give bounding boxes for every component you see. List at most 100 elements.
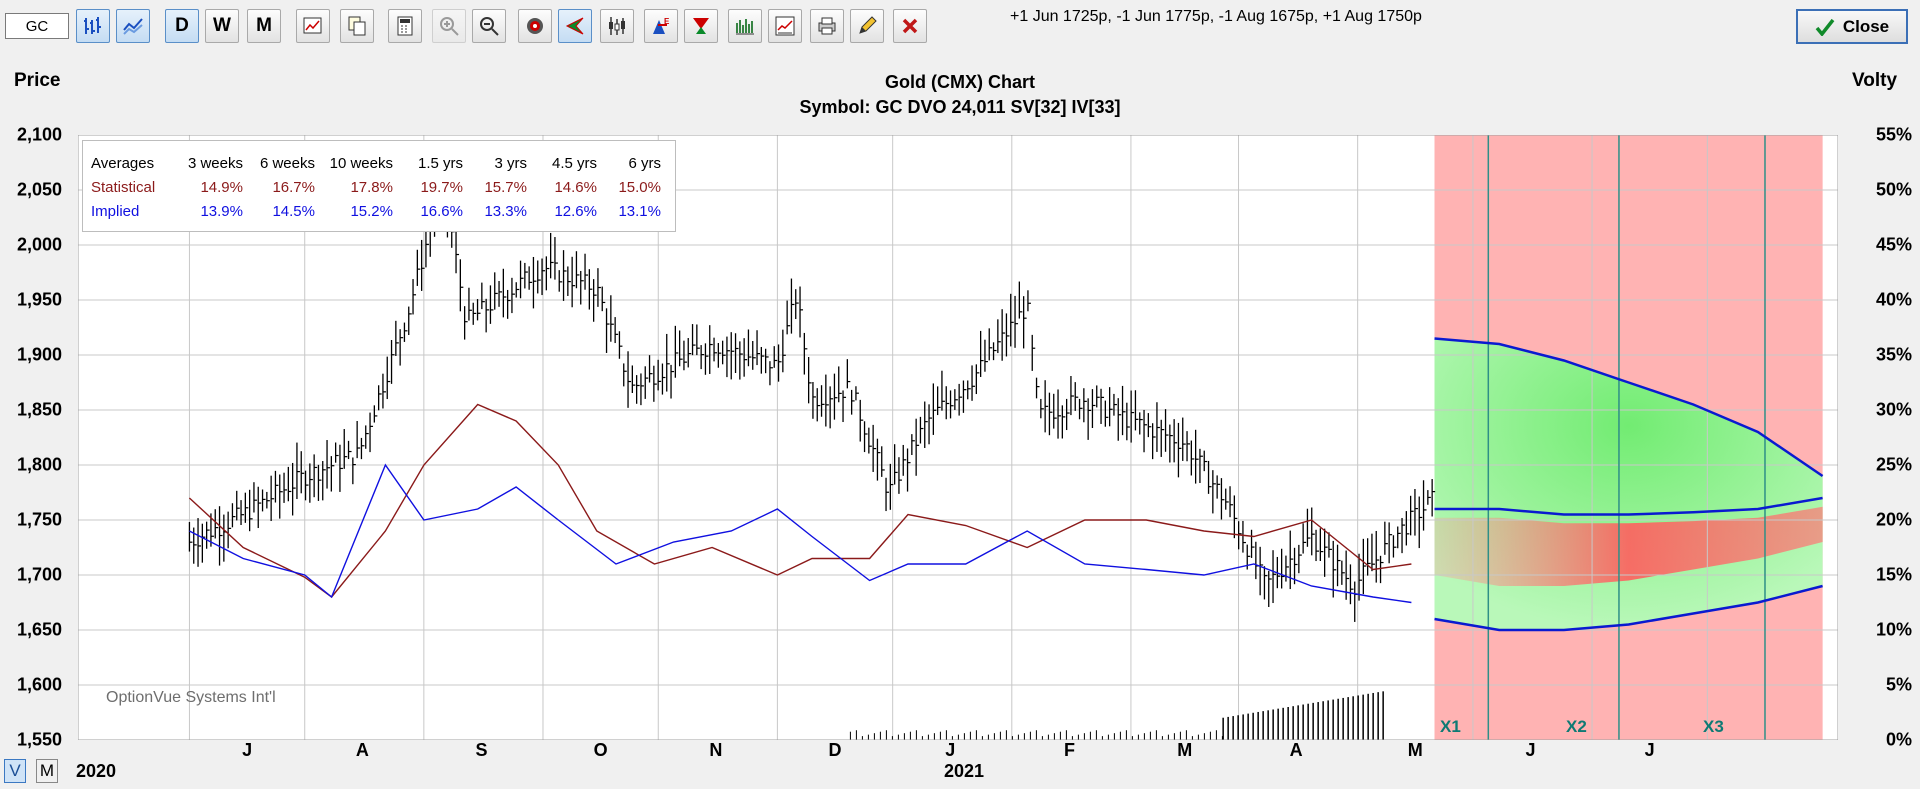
volatility-tick-label: 50% bbox=[1875, 179, 1912, 200]
strategy-summary: +1 Jun 1725p, -1 Jun 1775p, -1 Aug 1675p… bbox=[1010, 8, 1422, 25]
price-tick-label: 1,550 bbox=[16, 729, 62, 750]
market-view-button[interactable]: M bbox=[36, 759, 58, 783]
volatility-tick-label: 40% bbox=[1875, 289, 1912, 310]
implied-6-weeks: 14.5% bbox=[272, 202, 315, 220]
implied-label: Implied bbox=[91, 202, 140, 220]
projection-marker-x2[interactable]: X2 bbox=[1566, 717, 1587, 736]
header-3-yrs: 3 yrs bbox=[494, 154, 527, 172]
projection-middle-curve bbox=[1434, 496, 1823, 516]
month-tick-label: O bbox=[593, 740, 608, 760]
month-tick-label: F bbox=[1063, 740, 1075, 760]
volatility-tick-label: 30% bbox=[1875, 399, 1912, 420]
implied-3-weeks: 13.9% bbox=[200, 202, 243, 220]
month-tick-label: A bbox=[355, 740, 369, 760]
statistical-1-5-yrs: 19.7% bbox=[420, 178, 463, 196]
volatility-bars-icon[interactable] bbox=[728, 9, 762, 43]
month-tick-label: J bbox=[1525, 740, 1536, 760]
triangle-tool-icon[interactable] bbox=[558, 9, 592, 43]
bar-chart-icon[interactable] bbox=[76, 9, 110, 43]
price-tick-label: 1,750 bbox=[16, 509, 62, 530]
chart-settings-icon[interactable] bbox=[296, 9, 330, 43]
price-tick-label: 1,900 bbox=[16, 344, 62, 365]
implied-10-weeks: 15.2% bbox=[350, 202, 393, 220]
volatility-tick-label: 0% bbox=[1885, 729, 1912, 750]
header-10-weeks: 10 weeks bbox=[329, 154, 393, 172]
statistical-volatility-line bbox=[188, 403, 1412, 598]
statistical-6-weeks: 16.7% bbox=[272, 178, 315, 196]
month-tick-label: M bbox=[1407, 740, 1423, 760]
zoom-out-icon[interactable] bbox=[472, 9, 506, 43]
loss-band bbox=[1434, 506, 1823, 586]
statistical-label: Statistical bbox=[91, 178, 156, 196]
header-3-weeks: 3 weeks bbox=[187, 154, 243, 172]
price-tick-label: 1,650 bbox=[16, 619, 62, 640]
price-volatility-chart[interactable] bbox=[78, 135, 1838, 740]
print-icon[interactable] bbox=[810, 9, 844, 43]
svg-text:E: E bbox=[664, 17, 670, 26]
statistical-row: Statistical 14.9% 16.7% 17.8% 19.7% 15.7… bbox=[91, 175, 661, 199]
chart-title: Gold (CMX) Chart bbox=[885, 72, 1035, 92]
month-tick-label: N bbox=[709, 740, 723, 760]
zoom-in-icon[interactable] bbox=[432, 9, 466, 43]
implied-4-5-yrs: 12.6% bbox=[554, 202, 597, 220]
price-tick-label: 1,800 bbox=[16, 454, 62, 475]
month-tick-label: S bbox=[475, 740, 488, 760]
volatility-tick-label: 10% bbox=[1875, 619, 1912, 640]
header-6-weeks: 6 weeks bbox=[259, 154, 315, 172]
price-tick-label: 1,850 bbox=[16, 399, 62, 420]
price-tick-label: 2,000 bbox=[16, 234, 62, 255]
expected-return-icon[interactable]: E bbox=[644, 9, 678, 43]
statistical-3-weeks: 14.9% bbox=[200, 178, 243, 196]
statistical-3-yrs: 15.7% bbox=[484, 178, 527, 196]
implied-volatility-line bbox=[189, 463, 1412, 604]
close-button[interactable]: Close bbox=[1796, 9, 1908, 44]
close-button-label: Close bbox=[1842, 16, 1890, 36]
month-tick-label: D bbox=[828, 740, 842, 760]
target-icon[interactable] bbox=[518, 9, 552, 43]
volatility-axis-title: Volty bbox=[1852, 70, 1898, 91]
averages-header-label: Averages bbox=[91, 154, 155, 172]
month-tick-label: A bbox=[1289, 740, 1303, 760]
month-tick-label: J bbox=[1644, 740, 1655, 760]
price-tick-label: 1,600 bbox=[16, 674, 62, 695]
volatility-tick-label: 20% bbox=[1875, 509, 1912, 530]
weekly-period-button[interactable]: W bbox=[205, 9, 239, 43]
volatility-tick-label: 15% bbox=[1875, 564, 1912, 585]
projection-marker-x3[interactable]: X3 bbox=[1703, 717, 1724, 736]
delete-icon[interactable] bbox=[893, 9, 927, 43]
implied-6-yrs: 13.1% bbox=[618, 202, 661, 220]
volatility-tick-label: 55% bbox=[1875, 124, 1912, 145]
line-chart-icon[interactable] bbox=[116, 9, 150, 43]
price-tick-label: 2,050 bbox=[16, 179, 62, 200]
header-1-5-yrs: 1.5 yrs bbox=[417, 154, 463, 172]
implied-row: Implied 13.9% 14.5% 15.2% 16.6% 13.3% 12… bbox=[91, 199, 661, 223]
symbol-input[interactable] bbox=[5, 13, 69, 39]
stats-chart-icon[interactable] bbox=[768, 9, 802, 43]
month-tick-label: J bbox=[945, 740, 956, 760]
implied-1-5-yrs: 16.6% bbox=[420, 202, 463, 220]
projection-upper-curve bbox=[1434, 337, 1824, 478]
month-tick-label: M bbox=[1177, 740, 1193, 760]
watermark: OptionVue Systems Int'l bbox=[106, 689, 276, 706]
statistical-4-5-yrs: 14.6% bbox=[554, 178, 597, 196]
year-label-2021: 2021 bbox=[944, 761, 985, 781]
volatility-tick-label: 5% bbox=[1885, 674, 1912, 695]
monthly-period-button[interactable]: M bbox=[247, 9, 281, 43]
checkmark-icon bbox=[1815, 18, 1835, 36]
price-tick-label: 1,700 bbox=[16, 564, 62, 585]
volatility-tick-label: 35% bbox=[1875, 344, 1912, 365]
projection-marker-x1[interactable]: X1 bbox=[1440, 717, 1461, 736]
pencil-icon[interactable] bbox=[850, 9, 884, 43]
statistical-6-yrs: 15.0% bbox=[618, 178, 661, 196]
candlestick-icon[interactable] bbox=[600, 9, 634, 43]
header-6-yrs: 6 yrs bbox=[628, 154, 661, 172]
averages-table: Averages 3 weeks 6 weeks 10 weeks 1.5 yr… bbox=[82, 140, 676, 232]
probability-icon[interactable] bbox=[684, 9, 718, 43]
copy-chart-icon[interactable] bbox=[340, 9, 374, 43]
statistical-10-weeks: 17.8% bbox=[350, 178, 393, 196]
volatility-view-button[interactable]: V bbox=[4, 759, 26, 783]
header-4-5-yrs: 4.5 yrs bbox=[551, 154, 597, 172]
calculator-icon[interactable] bbox=[388, 9, 422, 43]
price-axis-title: Price bbox=[14, 70, 61, 91]
daily-period-button[interactable]: D bbox=[165, 9, 199, 43]
